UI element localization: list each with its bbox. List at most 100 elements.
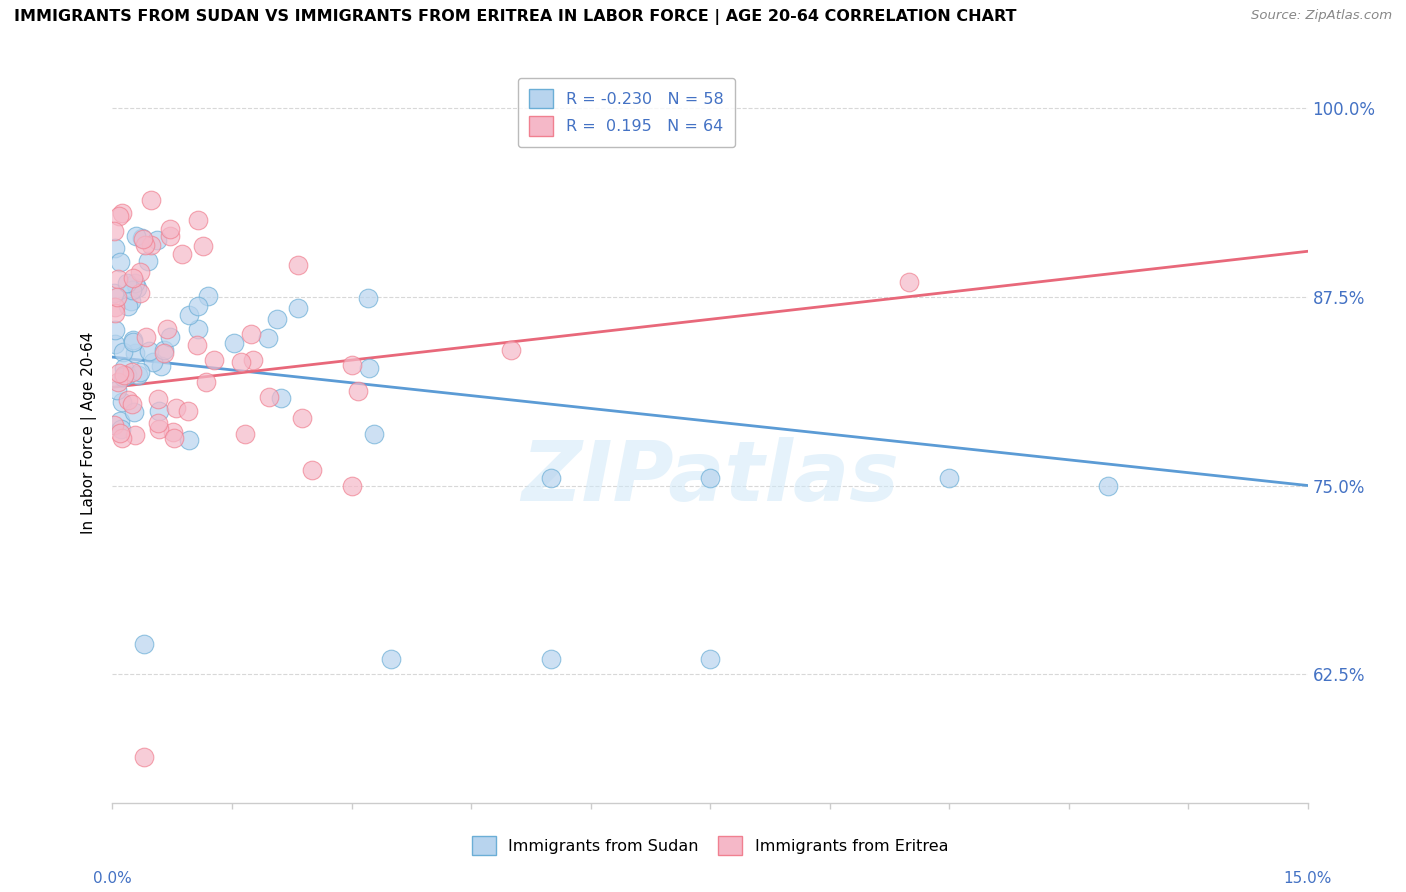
Point [139, 238, 162, 252]
Point [114, 360, 136, 375]
Point [163, 431, 186, 445]
Y-axis label: In Labor Force | Age 20-64: In Labor Force | Age 20-64 [80, 332, 97, 533]
Point [148, 404, 170, 418]
Point [177, 433, 200, 447]
Point [257, 331, 280, 345]
Point [108, 366, 131, 380]
Point [172, 246, 194, 260]
Point [187, 213, 209, 227]
Point [301, 463, 323, 477]
Point [266, 312, 288, 326]
Point [938, 471, 960, 485]
Point [159, 330, 181, 344]
Point [380, 652, 402, 666]
Point [121, 365, 143, 379]
Point [139, 193, 162, 207]
Point [110, 431, 132, 445]
Point [149, 359, 172, 373]
Point [195, 375, 218, 389]
Point [191, 239, 214, 253]
Point [125, 229, 148, 244]
Point [110, 422, 132, 436]
Point [110, 425, 132, 440]
Point [152, 345, 174, 359]
Point [186, 337, 208, 351]
Point [120, 294, 142, 309]
Point [148, 422, 170, 436]
Point [1097, 478, 1119, 492]
Point [121, 333, 143, 347]
Point [340, 358, 363, 372]
Point [540, 471, 562, 485]
Point [540, 652, 562, 666]
Text: Source: ZipAtlas.com: Source: ZipAtlas.com [1251, 9, 1392, 22]
Point [122, 335, 145, 350]
Point [699, 471, 721, 485]
Point [112, 345, 135, 359]
Point [159, 228, 181, 243]
Point [134, 750, 156, 764]
Point [122, 405, 145, 419]
Point [104, 242, 127, 256]
Text: 0.0%: 0.0% [93, 871, 132, 886]
Point [224, 336, 246, 351]
Point [499, 343, 522, 357]
Point [177, 308, 200, 322]
Text: 15.0%: 15.0% [1284, 871, 1331, 886]
Point [103, 306, 125, 320]
Point [108, 255, 131, 269]
Point [112, 368, 135, 382]
Point [121, 283, 143, 297]
Point [122, 270, 145, 285]
Point [240, 326, 263, 341]
Point [153, 343, 176, 357]
Point [131, 231, 153, 245]
Point [197, 289, 219, 303]
Point [111, 369, 134, 384]
Point [104, 322, 127, 336]
Point [134, 238, 156, 252]
Point [104, 300, 127, 314]
Point [233, 427, 256, 442]
Point [117, 393, 139, 408]
Point [165, 401, 187, 415]
Point [340, 478, 363, 492]
Point [129, 265, 152, 279]
Point [156, 322, 179, 336]
Point [347, 384, 370, 398]
Point [103, 224, 125, 238]
Point [287, 301, 309, 315]
Point [107, 272, 129, 286]
Point [134, 637, 156, 651]
Point [124, 346, 146, 360]
Point [257, 390, 280, 404]
Point [138, 343, 160, 358]
Text: ZIPatlas: ZIPatlas [522, 436, 898, 517]
Point [117, 368, 139, 382]
Point [104, 337, 127, 351]
Point [103, 417, 125, 432]
Legend: Immigrants from Sudan, Immigrants from Eritrea: Immigrants from Sudan, Immigrants from E… [465, 830, 955, 862]
Point [108, 209, 131, 223]
Point [127, 368, 149, 382]
Point [287, 258, 309, 272]
Point [898, 275, 921, 289]
Point [127, 281, 149, 295]
Point [142, 355, 165, 369]
Point [359, 361, 381, 376]
Point [111, 395, 134, 409]
Point [117, 299, 139, 313]
Point [111, 206, 134, 220]
Point [145, 233, 167, 247]
Point [128, 365, 150, 379]
Point [270, 392, 292, 406]
Point [699, 652, 721, 666]
Point [124, 427, 146, 442]
Point [103, 285, 125, 300]
Point [229, 355, 252, 369]
Point [115, 277, 138, 291]
Point [176, 404, 198, 418]
Point [105, 290, 128, 304]
Point [105, 384, 128, 398]
Point [357, 291, 380, 305]
